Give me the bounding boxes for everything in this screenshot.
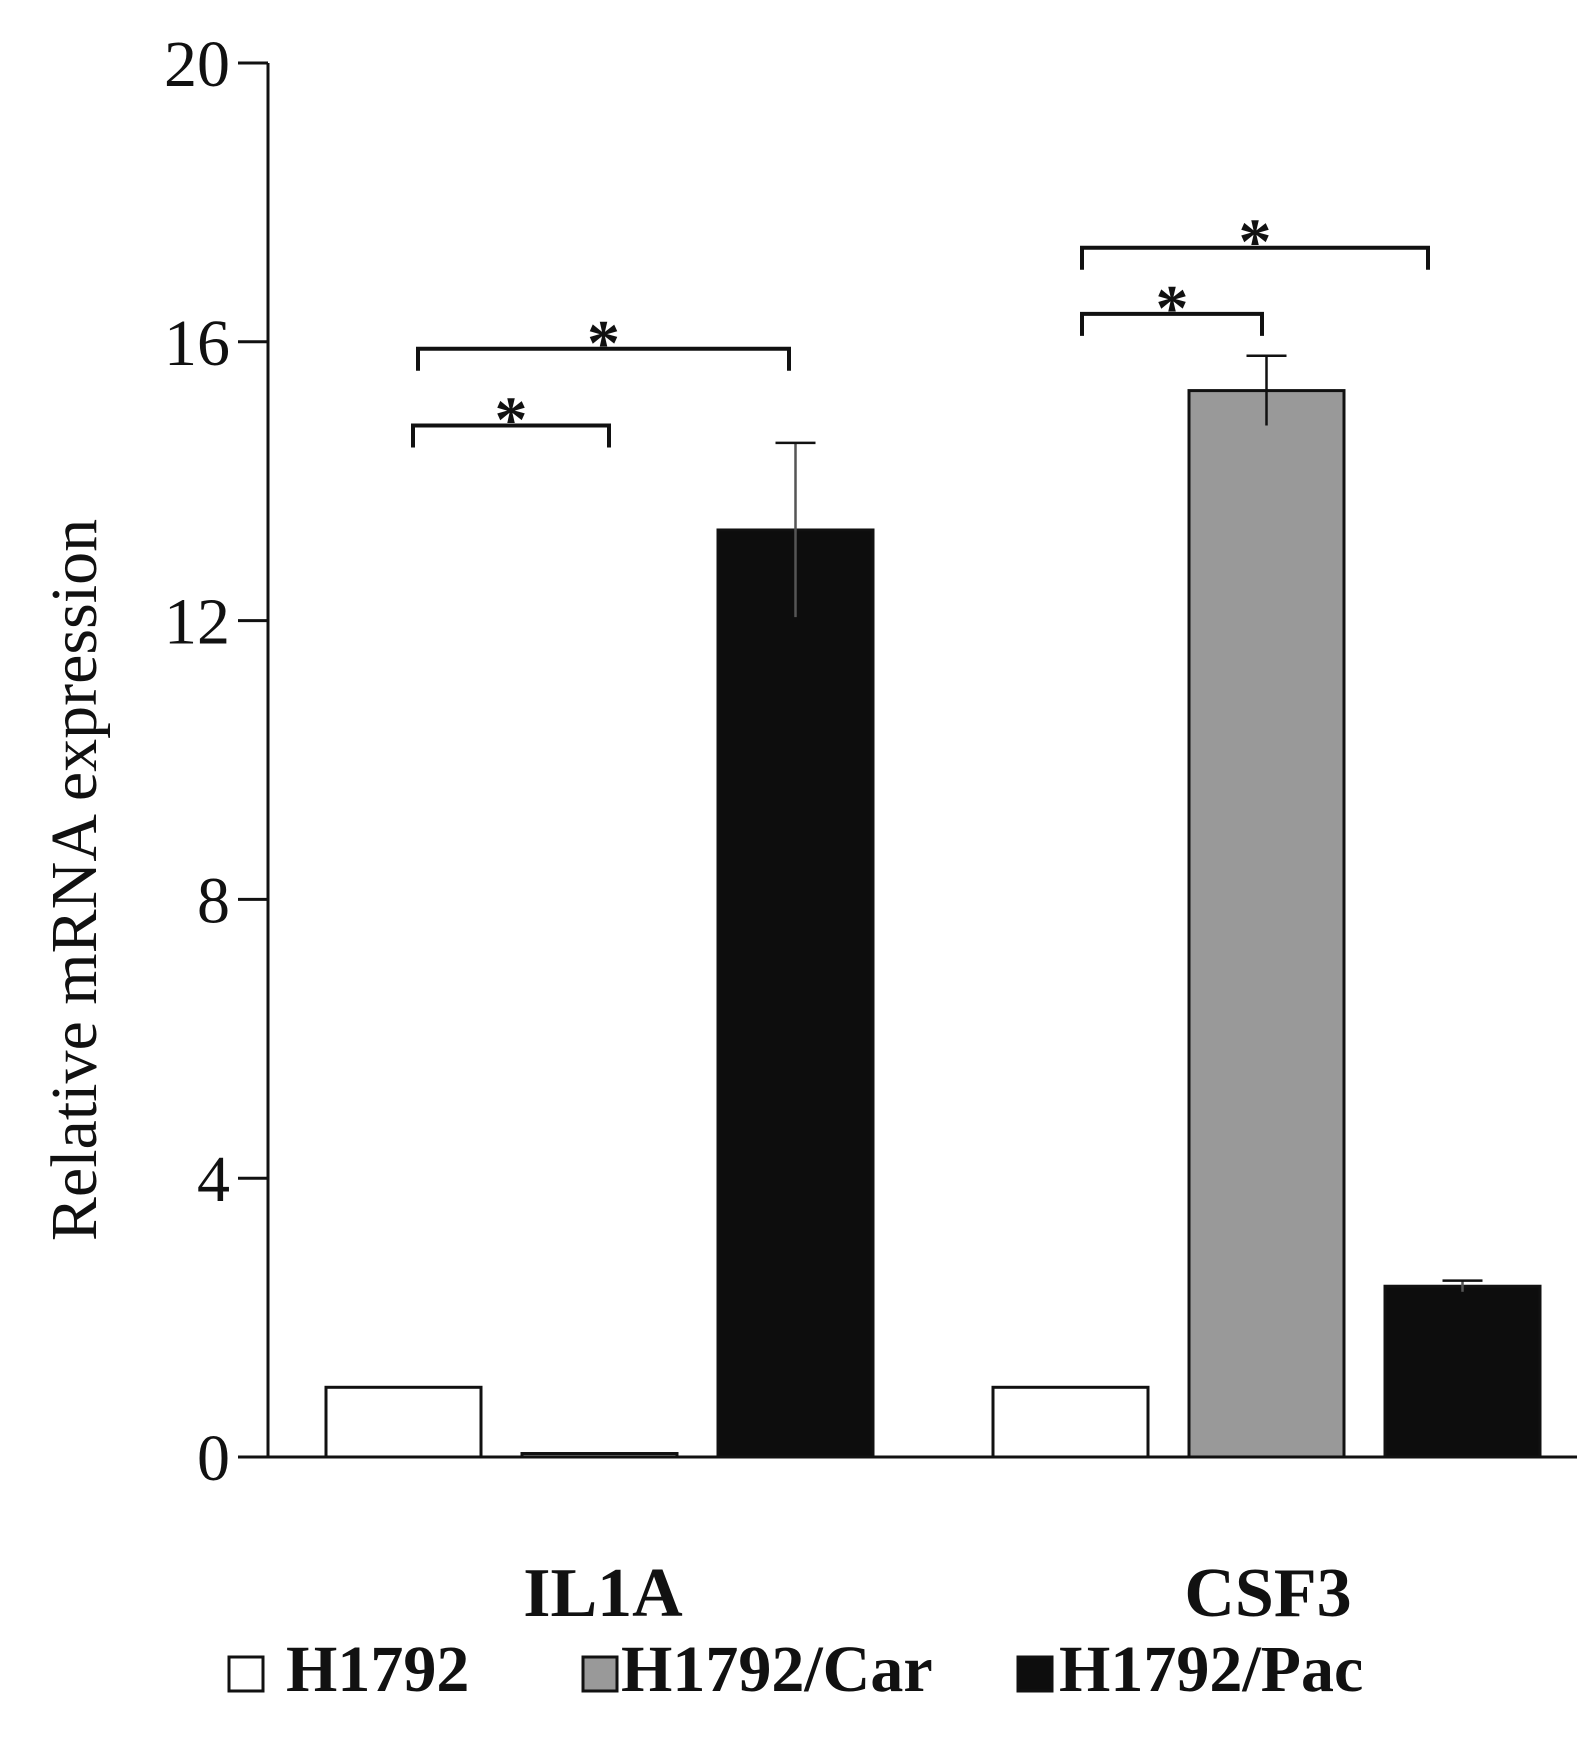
legend-label-h1792-car: H1792/Car: [621, 1633, 933, 1706]
category-label-csf3: CSF3: [1184, 1555, 1351, 1632]
legend-swatch-h1792-car: [581, 1655, 619, 1693]
y-tick-label: 0: [197, 1422, 230, 1495]
legend-swatch-h1792: [227, 1655, 265, 1693]
significance-star: *: [1239, 206, 1272, 279]
plot-area: 0 4 8 12 16 20 IL1A CSF3 * * * *: [164, 28, 1577, 1632]
y-tick-label: 4: [197, 1143, 230, 1216]
y-tick-label: 8: [197, 864, 230, 937]
significance-bracket: [1080, 245, 1430, 270]
y-tick-label: 16: [164, 307, 230, 380]
legend: H1792 H1792/Car H1792/Pac: [227, 1633, 1363, 1706]
bar-il1a-h1792-pac: [716, 528, 875, 1459]
legend-swatch-h1792-pac: [1016, 1655, 1054, 1693]
y-tick-label: 20: [164, 28, 230, 101]
category-label-il1a: IL1A: [523, 1555, 683, 1632]
significance-bracket: [1080, 311, 1264, 336]
significance-star: *: [495, 383, 528, 456]
bar-csf3-h1792-pac: [1383, 1284, 1542, 1459]
significance-bracket: [411, 423, 611, 448]
bar-csf3-h1792-car: [1187, 389, 1346, 1459]
y-tick-label: 12: [164, 586, 230, 659]
legend-label-h1792: H1792: [286, 1633, 469, 1706]
significance-star: *: [1156, 272, 1189, 345]
significance-star: *: [587, 307, 620, 380]
bar-il1a-h1792: [324, 1385, 483, 1459]
bar-csf3-h1792: [991, 1385, 1150, 1459]
legend-label-h1792-pac: H1792/Pac: [1059, 1633, 1363, 1706]
y-axis-title: Relative mRNA expression: [38, 519, 111, 1241]
significance-bracket: [416, 346, 791, 371]
